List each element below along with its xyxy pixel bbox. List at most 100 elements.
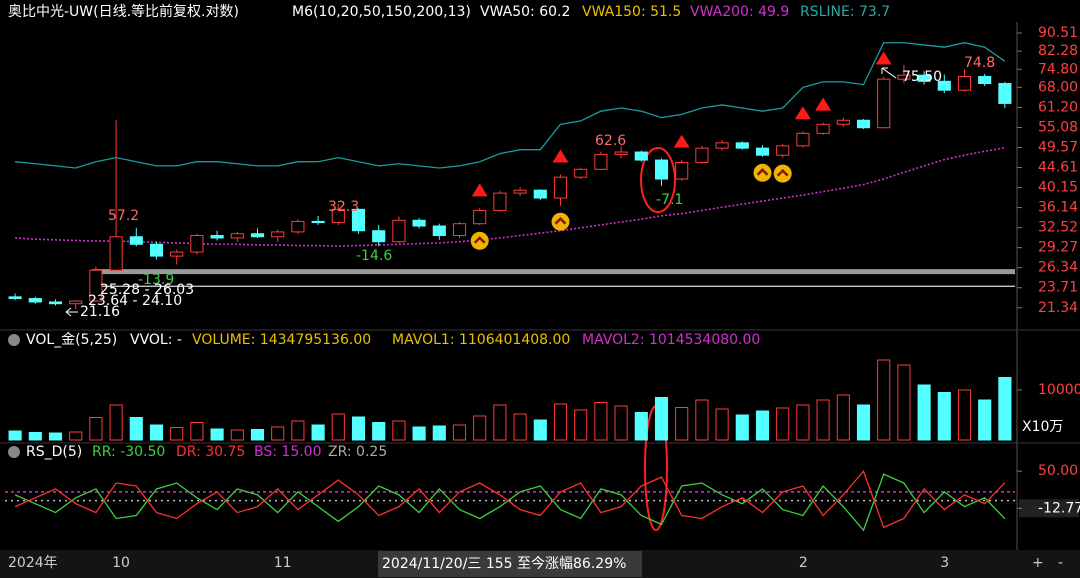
y-tick-label: 50.00: [1038, 463, 1078, 479]
indicator-line: [14, 473, 1006, 532]
candle-body: [190, 235, 204, 253]
annotation: 57.2: [108, 208, 139, 224]
buy-signal: [551, 212, 570, 231]
volume-bar: [614, 405, 628, 441]
sell-signal: [875, 51, 892, 65]
candle-body: [634, 151, 648, 161]
volume-bar: [149, 424, 164, 441]
volume-bar: [210, 428, 224, 441]
buy-signal-arrow: [776, 168, 789, 177]
volume-bar: [533, 419, 547, 441]
candle-body: [978, 76, 992, 85]
volume-bar: [331, 413, 345, 441]
candle-body: [291, 220, 305, 233]
y-tick-label: 90.51: [1038, 25, 1078, 41]
sell-signal: [552, 149, 569, 163]
candle-body: [675, 162, 689, 180]
volume-bar: [877, 359, 891, 441]
candle-body: [654, 159, 669, 180]
axis-unit: X10万: [1022, 419, 1063, 435]
y-tick-label: 40.15: [1038, 180, 1078, 196]
volume-bar: [271, 426, 285, 441]
panel-header: VOLUME: 1434795136.00: [192, 332, 371, 348]
y-tick-label: 68.00: [1038, 79, 1078, 95]
x-tick-label: 2024年: [8, 555, 58, 571]
current-value-box: [1019, 499, 1079, 518]
panel-icon[interactable]: [8, 334, 20, 346]
cursor-label-box: [378, 551, 642, 577]
volume-bar: [452, 424, 467, 441]
volume-bar: [190, 422, 204, 441]
panel-header: DR: 30.75: [176, 444, 245, 460]
annotation: 23.64 - 24.10: [88, 293, 182, 309]
annotation: 75.50: [902, 69, 942, 85]
candle-body: [917, 74, 931, 82]
candle-body: [897, 74, 911, 80]
volume-bar: [856, 404, 871, 441]
panel-header: MAVOL1: 1106401408.00: [392, 332, 570, 348]
volume-bar: [594, 402, 608, 441]
candle-body: [48, 301, 63, 305]
volume-bar: [675, 407, 689, 441]
volume-bar: [715, 408, 729, 441]
candle-body: [533, 189, 547, 199]
zoom-in[interactable]: +: [1032, 555, 1044, 571]
candle-body: [493, 192, 507, 211]
annotation: 62.6: [595, 133, 626, 149]
volume-bar: [755, 410, 770, 441]
zoom-out[interactable]: -: [1058, 555, 1063, 571]
annotation-arrow: [65, 307, 78, 317]
candle-body: [856, 119, 871, 129]
candle-body: [755, 147, 770, 156]
y-tick-label: 26.34: [1038, 260, 1078, 276]
annotation-arrow: [881, 67, 897, 79]
candle-body: [594, 153, 608, 170]
candle-body: [129, 236, 143, 245]
cursor-label: 2024/11/20/三 155 至今涨幅86.29%: [382, 556, 626, 572]
candle-body: [170, 251, 184, 257]
buy-signal-arrow: [473, 236, 486, 244]
panel-icon[interactable]: [8, 446, 20, 458]
indicator-line: [15, 146, 1006, 247]
annotation: -13.9: [138, 272, 174, 288]
volume-bar: [513, 413, 527, 441]
candle-body: [250, 233, 265, 238]
volume-bar: [796, 404, 810, 441]
volume-bar: [230, 429, 244, 441]
candle-body: [836, 119, 850, 125]
panel-header: VOL_金(5,25): [26, 332, 117, 348]
annotation: 74.8: [964, 55, 995, 71]
panel-header: M6(10,20,50,150,200,13): [292, 4, 471, 20]
panel-header: ZR: 0.25: [328, 444, 387, 460]
candle-body: [614, 151, 628, 155]
indicator-line: [14, 469, 1006, 529]
volume-bar: [957, 389, 972, 441]
candle-body: [574, 168, 588, 178]
panel-header: BS: 15.00: [254, 444, 322, 460]
volume-bar: [8, 430, 22, 441]
candle-body: [392, 219, 406, 243]
candle-body: [957, 76, 972, 91]
volume-bar: [69, 431, 83, 441]
candle-body: [735, 142, 749, 149]
candle-body: [816, 123, 830, 134]
annotation: 25.28 - 26.03: [100, 282, 194, 298]
buy-signal: [773, 164, 792, 183]
volume-bar: [170, 427, 184, 441]
volume-bar: [250, 429, 265, 441]
buy-signal-arrow: [554, 216, 567, 225]
volume-bar: [48, 432, 63, 441]
x-tick-label: 10: [112, 555, 130, 571]
volume-bar: [978, 399, 992, 441]
y-tick-label: 82.28: [1038, 43, 1078, 59]
volume-bar: [28, 432, 42, 441]
volume-bar: [392, 420, 406, 441]
volume-bar: [897, 364, 911, 441]
volume-bar: [816, 399, 830, 441]
y-tick-label: 44.61: [1038, 160, 1078, 176]
candle-body: [715, 142, 729, 149]
volume-bar: [654, 397, 669, 441]
volume-bar: [695, 399, 709, 441]
candle-body: [937, 80, 951, 91]
